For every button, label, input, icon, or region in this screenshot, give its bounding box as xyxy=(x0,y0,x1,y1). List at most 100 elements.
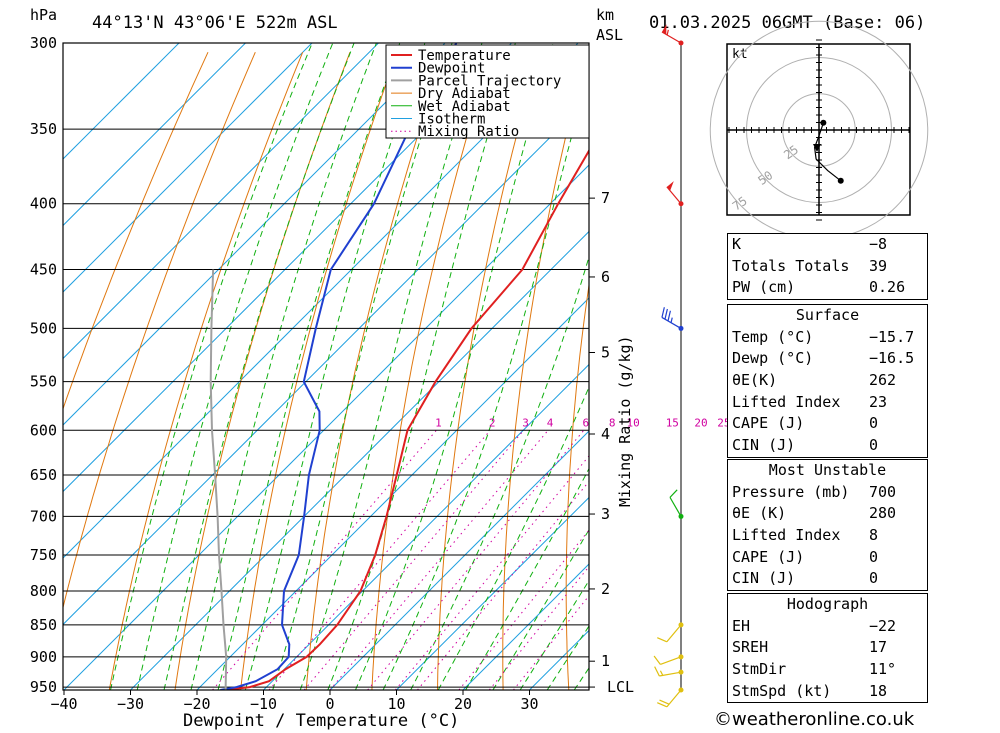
mixing-ratio-label: 8 xyxy=(609,416,616,429)
index-label: Temp (°C) xyxy=(732,327,814,346)
barb-flag xyxy=(657,702,668,708)
index-row: CAPE (J) 0 xyxy=(728,413,927,435)
km-tick-label: 3 xyxy=(601,505,610,523)
isotherm-line xyxy=(329,430,589,690)
barb-flag xyxy=(667,310,671,322)
pressure-tick-label: 500 xyxy=(30,319,57,337)
barb-flag xyxy=(661,307,665,318)
legend-entry: Temperature xyxy=(418,48,511,64)
hodograph-start-point xyxy=(820,119,827,126)
barb-half xyxy=(670,317,673,323)
km-tick-label: 4 xyxy=(601,425,610,443)
location-title: 44°13'N 43°06'E 522m ASL xyxy=(92,13,338,33)
index-row: Lifted Index 23 xyxy=(728,392,927,414)
wet-adiabat-line xyxy=(355,43,554,690)
wind-barb xyxy=(660,656,682,665)
dry-adiabat-line xyxy=(437,52,540,690)
pressure-tick-label: 600 xyxy=(30,421,57,439)
mixing-ratio-label: 1 xyxy=(435,416,442,429)
x-tick-label: −10 xyxy=(250,695,277,713)
dewpoint-line xyxy=(220,43,458,690)
dry-adiabat-line xyxy=(687,52,729,690)
index-label: Lifted Index xyxy=(732,392,841,411)
isotherm-line xyxy=(63,43,446,426)
index-label: EH xyxy=(732,616,751,635)
wet-adiabat-line xyxy=(136,43,334,690)
isotherm-line xyxy=(63,97,589,626)
index-value: 23 xyxy=(869,392,888,411)
index-value: −15.7 xyxy=(869,327,915,346)
dry-adiabat-line xyxy=(960,52,1000,690)
pressure-tick-label: 400 xyxy=(30,195,57,213)
mixing-ratio-line xyxy=(417,480,589,690)
x-tick-label: 30 xyxy=(520,695,538,713)
index-row: Lifted Index 8 xyxy=(728,525,927,547)
index-value: 0 xyxy=(869,436,879,455)
km-tick-label: LCL xyxy=(607,678,634,696)
barb-flag xyxy=(657,637,668,643)
wet-adiabat-line xyxy=(110,43,313,690)
barb-pennant xyxy=(661,24,667,35)
copyright: ©weatheronline.co.uk xyxy=(714,709,915,730)
wet-adiabat-line xyxy=(217,43,401,690)
dry-adiabat-line xyxy=(108,52,304,690)
dry-adiabat-line xyxy=(565,281,589,690)
index-label: θE(K) xyxy=(732,371,778,390)
index-label: K xyxy=(732,235,742,253)
index-value: 18 xyxy=(869,681,888,700)
hodograph-trace xyxy=(813,122,842,182)
wind-barb xyxy=(661,316,682,329)
index-value: 0 xyxy=(869,547,879,566)
index-row: Pressure (mb) 700 xyxy=(728,482,927,504)
wind-level-dot xyxy=(678,513,684,519)
legend-entry: Dry Adiabat xyxy=(418,86,511,102)
pressure-tick-label: 650 xyxy=(30,466,57,484)
mixing-ratio-label: 6 xyxy=(583,416,590,429)
index-value: −22 xyxy=(869,616,897,635)
isotherm-line xyxy=(63,43,579,559)
index-row: StmSpd (kt) 18 xyxy=(728,681,927,703)
hodograph-ring-label: 50 xyxy=(756,168,776,188)
x-tick-label: −20 xyxy=(183,695,210,713)
datetime: 01.03.2025 06GMT (Base: 06) xyxy=(649,13,925,33)
pressure-tick-label: 550 xyxy=(30,373,57,391)
pressure-tick-label: 350 xyxy=(30,120,57,138)
dry-adiabat-line xyxy=(240,52,398,690)
pressure-tick-label: 450 xyxy=(30,261,57,279)
wind-level-dot xyxy=(678,654,684,660)
index-label: PW (cm) xyxy=(732,278,796,297)
isotherm-line xyxy=(263,363,589,690)
index-row: Dewp (°C) −16.5 xyxy=(728,348,927,370)
index-label: Totals Totals xyxy=(732,256,850,275)
wet-adiabat-line xyxy=(244,43,426,690)
temperature-axis: −40 −30 −20 −10 0 10 20 30 xyxy=(50,690,539,713)
index-row: θE(K) 262 xyxy=(728,370,927,392)
temperature-line xyxy=(225,148,589,690)
dry-adiabat-line xyxy=(628,52,682,690)
pressure-tick-label: 900 xyxy=(30,648,57,666)
index-value: 39 xyxy=(869,256,888,275)
km-tick-label: 6 xyxy=(601,268,610,286)
barb-pennant xyxy=(666,181,674,191)
index-row: K −8 xyxy=(728,234,927,256)
wind-barb xyxy=(666,186,682,205)
wind-level-dot xyxy=(678,201,684,207)
x-tick-label: 0 xyxy=(325,695,334,713)
pressure-tick-label: 950 xyxy=(30,678,57,696)
dry-adiabat-line xyxy=(174,52,351,690)
barb-flag xyxy=(669,489,678,498)
index-row: EH −22 xyxy=(728,616,927,638)
index-value: 0 xyxy=(869,414,879,433)
isotherm-line xyxy=(63,43,379,360)
mixing-ratio-label: 3 xyxy=(522,416,529,429)
index-value: 0.26 xyxy=(869,278,906,297)
km-tick-label: 1 xyxy=(601,652,610,670)
index-value: 17 xyxy=(869,638,888,657)
index-value: −8 xyxy=(869,235,888,253)
mixing-ratio-label: 2 xyxy=(489,416,496,429)
wind-barb xyxy=(666,689,682,708)
index-row: CIN (J) 0 xyxy=(728,435,927,457)
dry-adiabat-line xyxy=(63,51,209,411)
